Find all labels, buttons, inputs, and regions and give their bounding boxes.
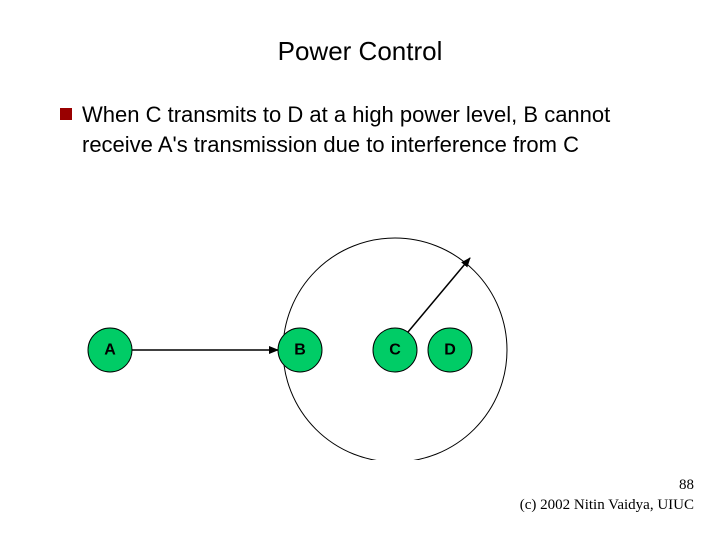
node-label-A: A	[104, 342, 116, 359]
slide-title: Power Control	[0, 36, 720, 67]
node-label-B: B	[294, 342, 306, 359]
node-label-D: D	[444, 342, 456, 359]
bullet-square-icon	[60, 108, 72, 120]
edge-C-circle_edge	[408, 258, 470, 332]
node-label-C: C	[389, 342, 401, 359]
diagram-svg: A B C D	[0, 230, 720, 460]
copyright-text: (c) 2002 Nitin Vaidya, UIUC	[520, 497, 694, 514]
page-number: 88	[679, 477, 694, 494]
body-text: When C transmits to D at a high power le…	[82, 100, 662, 159]
